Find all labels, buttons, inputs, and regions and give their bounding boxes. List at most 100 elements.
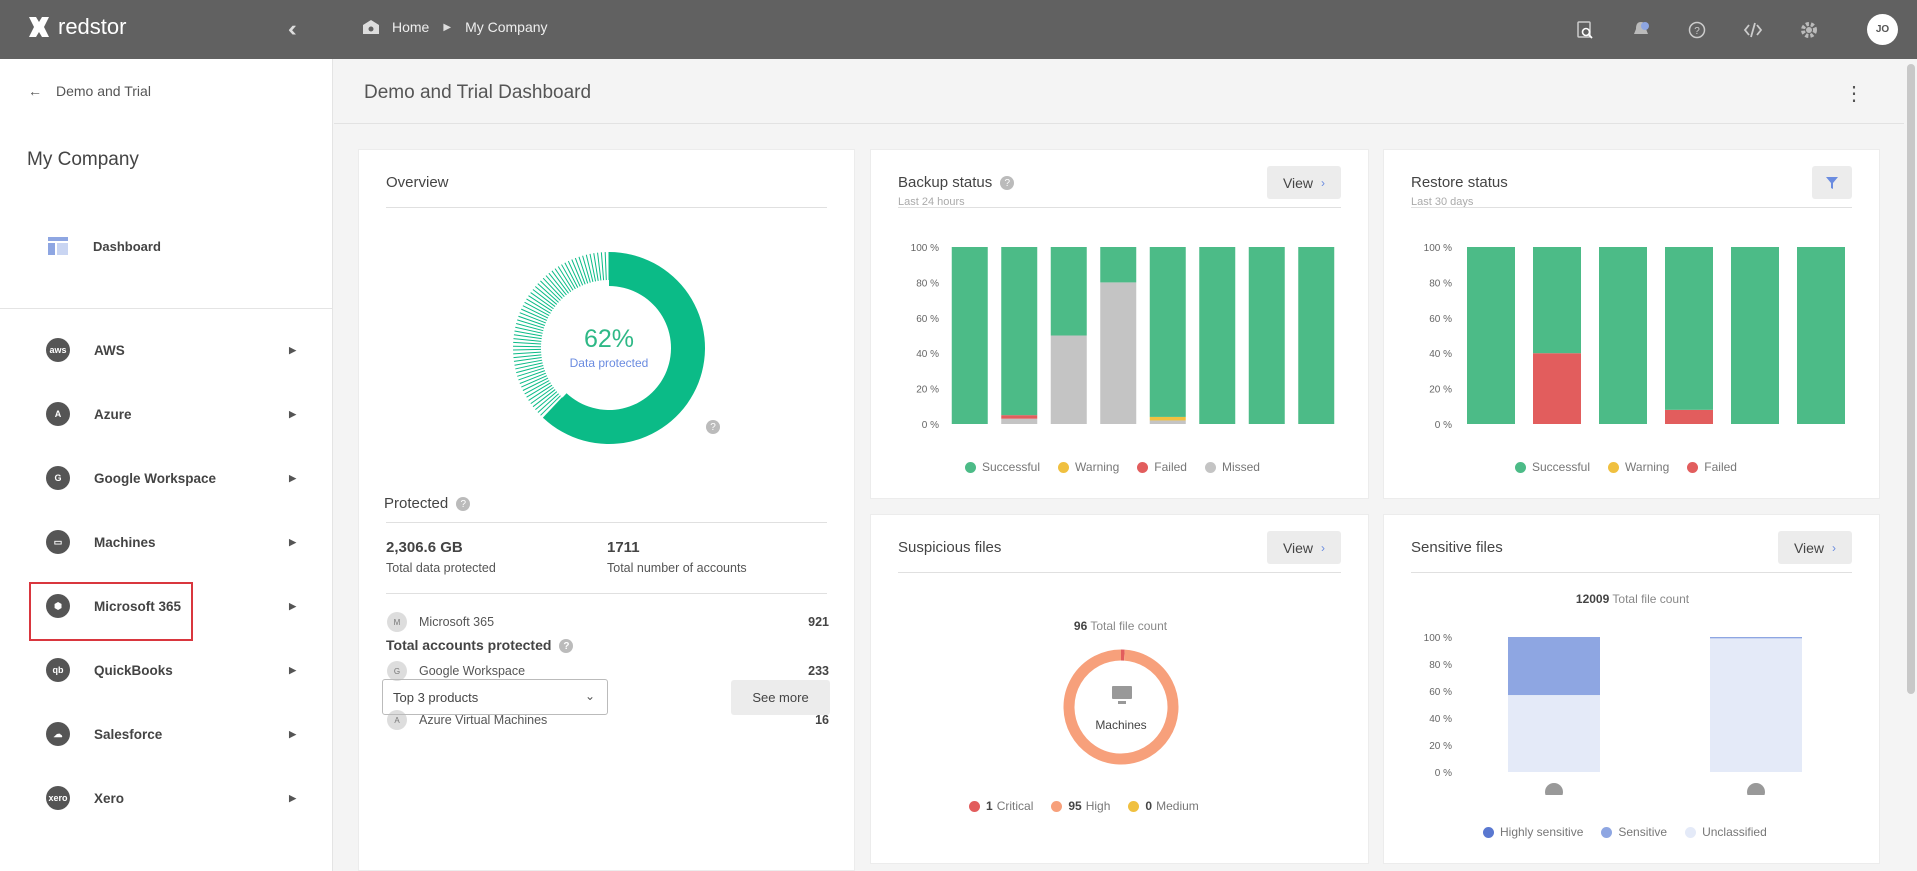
legend-dot	[1137, 462, 1149, 474]
legend-item[interactable]: Highly sensitive	[1483, 825, 1583, 839]
see-more-button[interactable]: See more	[731, 680, 830, 715]
settings-gear-icon[interactable]	[1781, 21, 1837, 39]
legend-label: Successful	[982, 460, 1041, 474]
bar-successful	[1199, 247, 1236, 424]
bar-successful	[951, 247, 988, 424]
y-tick-label: 60 %	[1429, 687, 1452, 698]
avatar[interactable]: JO	[1867, 14, 1898, 45]
legend-item[interactable]: 95 High	[1051, 799, 1110, 813]
developer-icon[interactable]	[1725, 21, 1781, 39]
donut-percent: 62%	[583, 325, 635, 353]
legend-label: Medium	[1156, 799, 1199, 813]
legend-item[interactable]: Unclassified	[1685, 825, 1767, 839]
breadcrumb-current: My Company	[465, 19, 548, 35]
help-icon[interactable]: ?	[706, 420, 720, 434]
bar-successful	[1797, 247, 1845, 424]
chevron-right-icon[interactable]: ▶	[289, 344, 296, 355]
sidebar-item-salesforce[interactable]: ☁ Salesforce ▶	[46, 719, 296, 749]
category-icon-circle	[1747, 783, 1765, 795]
chevron-right-icon[interactable]: ▶	[289, 600, 296, 611]
donut-unprotected-hatch	[517, 367, 545, 377]
suspicious-files-donut	[1063, 649, 1179, 765]
donut-unprotected-hatch	[574, 257, 586, 285]
donut-unprotected-hatch	[582, 255, 591, 283]
chevron-right-icon: ›	[1832, 540, 1837, 555]
legend-item[interactable]: Sensitive	[1601, 825, 1667, 839]
collapse-sidebar-icon[interactable]: ‹‹	[288, 16, 296, 41]
bar-successful	[1248, 247, 1285, 424]
bar-missed	[1050, 335, 1087, 424]
sidebar-item-aws[interactable]: aws AWS ▶	[46, 335, 296, 365]
help-icon[interactable]: ?	[559, 639, 574, 654]
legend-label: Warning	[1625, 460, 1670, 474]
chevron-right-icon: ›	[1321, 175, 1326, 190]
sidebar-item-xero[interactable]: xero Xero ▶	[46, 783, 296, 813]
chevron-right-icon: ›	[1321, 540, 1326, 555]
scrollbar[interactable]	[1907, 64, 1915, 694]
legend-item[interactable]: Failed	[1137, 460, 1187, 474]
top-products-select[interactable]: Top 3 products ⌄	[382, 679, 608, 715]
app-name: redstor	[58, 14, 127, 39]
legend-label: Sensitive	[1618, 825, 1668, 839]
sensitive-title: Sensitive files	[1411, 539, 1503, 556]
legend-item[interactable]: Warning	[1058, 460, 1119, 474]
legend-item[interactable]: Missed	[1204, 460, 1260, 474]
more-options-icon[interactable]: ⋮	[1844, 83, 1864, 105]
bar-successful	[1100, 247, 1137, 283]
notifications-icon[interactable]	[1613, 20, 1669, 40]
sidebar-item-quickbooks[interactable]: qb QuickBooks ▶	[46, 655, 296, 685]
main-header: Demo and Trial Dashboard ⋮	[334, 59, 1904, 124]
donut-unprotected-hatch	[600, 252, 605, 281]
sidebar-item-microsoft-365[interactable]: ⬢ Microsoft 365 ▶	[46, 591, 296, 621]
legend-dot	[1128, 801, 1140, 813]
chevron-right-icon[interactable]: ▶	[289, 408, 296, 419]
backup-subtitle: Last 24 hours	[898, 196, 965, 208]
chevron-right-icon[interactable]: ▶	[289, 792, 296, 803]
y-tick-label: 40 %	[1429, 349, 1452, 360]
help-icon[interactable]: ?	[456, 497, 471, 512]
home-icon[interactable]	[362, 19, 380, 35]
sidebar-item-dashboard[interactable]: Dashboard	[48, 237, 161, 255]
sidebar-item-machines[interactable]: ▭ Machines ▶	[46, 527, 296, 557]
legend-label: Failed	[1154, 460, 1187, 474]
donut-unprotected-hatch	[530, 386, 554, 405]
legend-item[interactable]: Successful	[1515, 460, 1590, 474]
legend-item[interactable]: 1 Critical	[969, 799, 1033, 813]
breadcrumb-home[interactable]: Home	[392, 19, 430, 35]
donut-unprotected-hatch	[537, 393, 559, 413]
backup-view-button[interactable]: View ›	[1267, 166, 1341, 199]
legend-dot	[1058, 462, 1070, 474]
y-tick-label: 40 %	[1429, 714, 1452, 725]
help-icon[interactable]: ?	[1000, 176, 1015, 191]
search-report-icon[interactable]	[1557, 20, 1613, 39]
sensitive-view-button[interactable]: View ›	[1778, 531, 1852, 564]
top-bar: redstor ‹‹ Home ▶ My Company ? JO	[0, 0, 1917, 59]
chevron-right-icon[interactable]: ▶	[289, 728, 296, 739]
legend-item[interactable]: Failed	[1687, 460, 1737, 474]
legend-label: Unclassified	[1702, 825, 1767, 839]
accounts-value: 1711	[607, 539, 640, 556]
chevron-right-icon[interactable]: ▶	[289, 536, 296, 547]
legend-item[interactable]: Warning	[1608, 460, 1669, 474]
y-tick-label: 0 %	[1435, 768, 1452, 779]
donut-unprotected-hatch	[571, 259, 584, 286]
chevron-right-icon[interactable]: ▶	[289, 472, 296, 483]
donut-unprotected-hatch	[518, 370, 546, 381]
legend-item[interactable]: Successful	[965, 460, 1040, 474]
filter-button[interactable]	[1812, 166, 1852, 199]
legend-item[interactable]: 0 Medium	[1128, 799, 1199, 813]
back-link[interactable]: ← Demo and Trial	[28, 83, 151, 99]
donut-unprotected-hatch	[548, 272, 567, 296]
suspicious-view-button[interactable]: View ›	[1267, 531, 1341, 564]
suspicious-center-label: Machines	[1095, 718, 1147, 732]
donut-unprotected-hatch	[540, 395, 561, 416]
microsoft-365-icon: ⬢	[46, 594, 70, 618]
redstor-logo[interactable]: redstor	[26, 14, 126, 40]
chevron-right-icon[interactable]: ▶	[289, 664, 296, 675]
sidebar-item-azure[interactable]: A Azure ▶	[46, 399, 296, 429]
legend-dot	[1515, 462, 1526, 474]
help-icon[interactable]: ?	[1669, 21, 1725, 39]
product-count: 16	[815, 713, 829, 727]
sidebar-item-google-workspace[interactable]: G Google Workspace ▶	[46, 463, 296, 493]
donut-unprotected-hatch	[513, 345, 542, 348]
